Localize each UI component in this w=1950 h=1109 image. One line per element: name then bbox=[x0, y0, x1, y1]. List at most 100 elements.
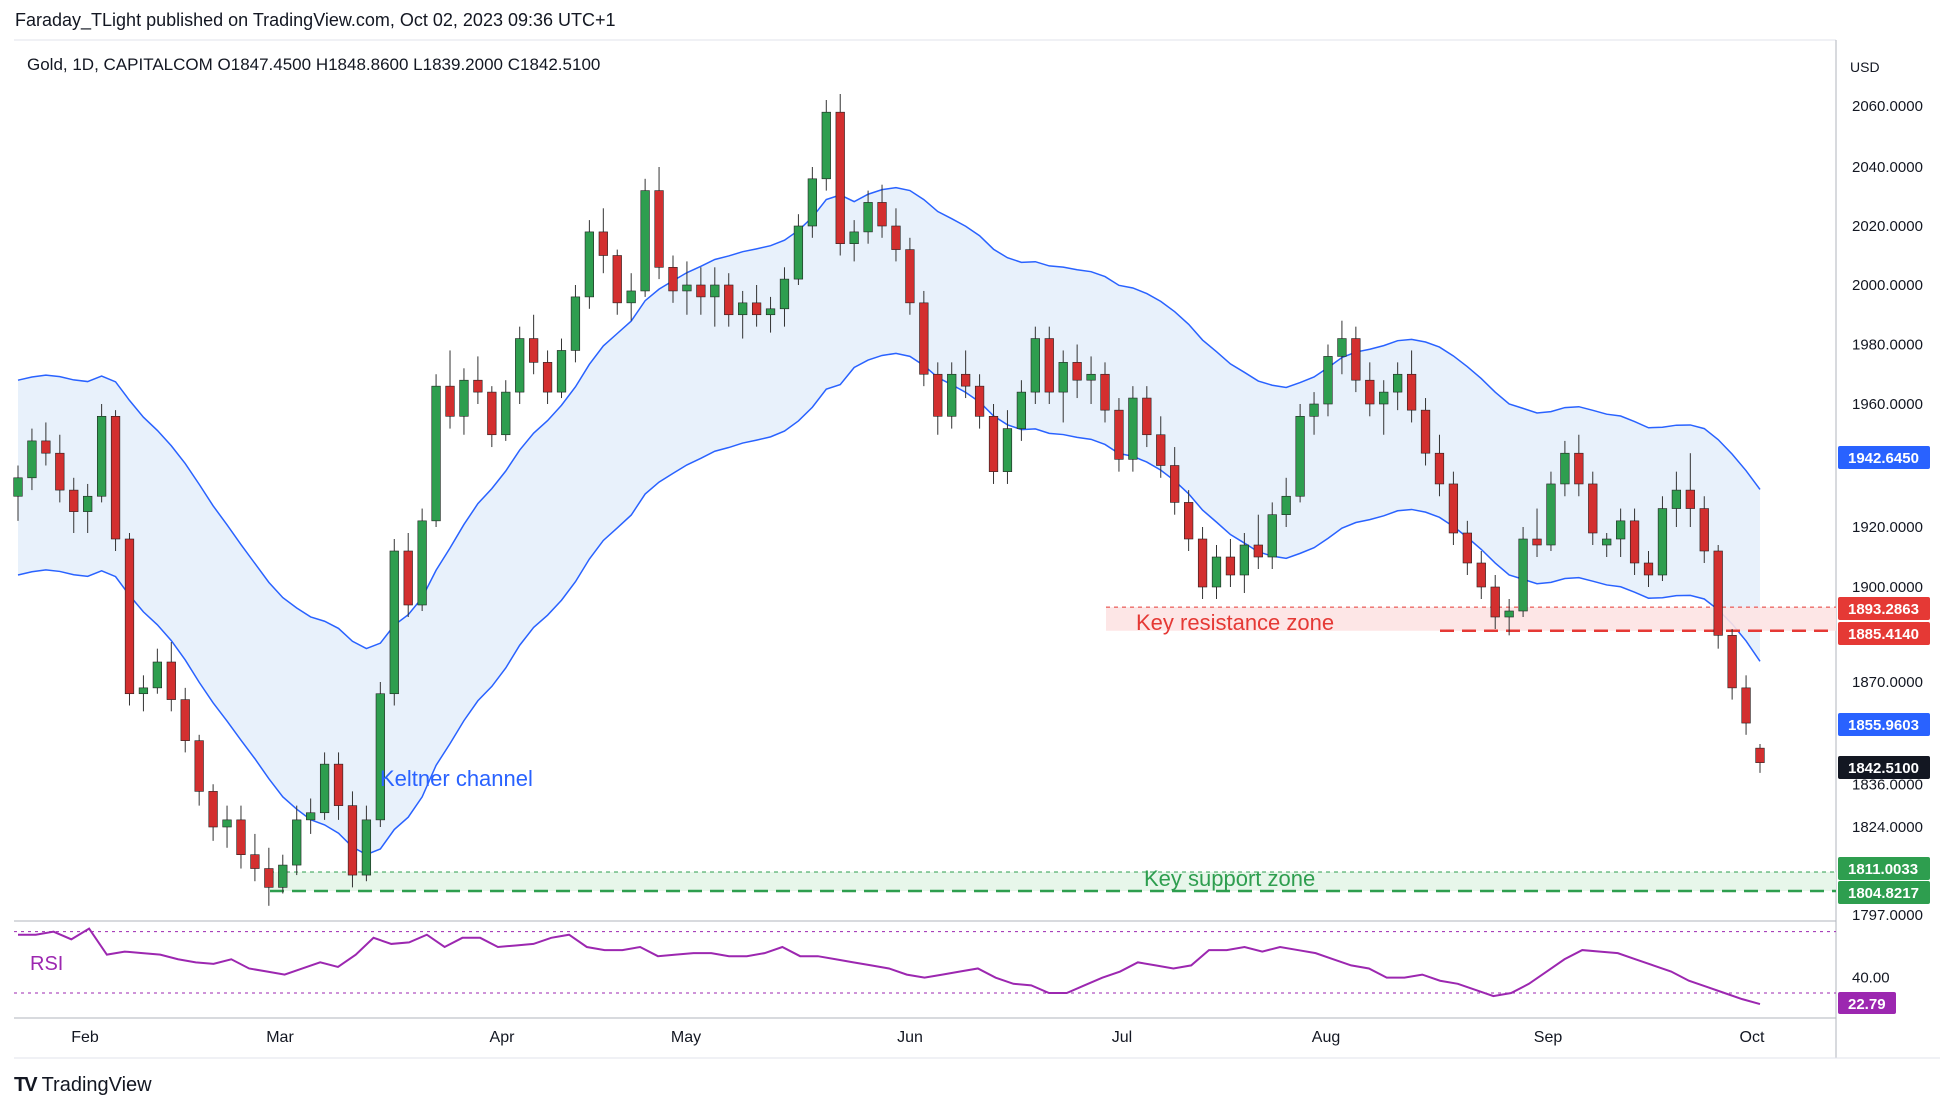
candle bbox=[1406, 350, 1417, 423]
candle bbox=[849, 220, 859, 262]
candle bbox=[236, 805, 246, 869]
candle bbox=[194, 734, 204, 806]
candle bbox=[1379, 380, 1389, 435]
candle bbox=[445, 350, 455, 429]
price-badge-bg bbox=[1838, 622, 1930, 645]
candle bbox=[1393, 362, 1403, 411]
candle-up-body bbox=[515, 338, 525, 393]
candle bbox=[138, 675, 149, 712]
candle-up-body bbox=[306, 812, 316, 821]
candle bbox=[208, 784, 218, 841]
candle bbox=[598, 208, 608, 274]
chart-frame bbox=[14, 39, 1940, 1059]
candle-down-body bbox=[264, 868, 274, 888]
candle-up-body bbox=[1671, 489, 1682, 509]
candle-down-body bbox=[1699, 508, 1709, 552]
candle bbox=[891, 208, 901, 262]
rsi-tick-label: 40.00 bbox=[1852, 970, 1890, 987]
price-badge-last-price: 1842.5100 bbox=[1838, 756, 1930, 779]
rsi-panel: 40.00 22.79 bbox=[14, 927, 1896, 1014]
candle-down-body bbox=[891, 225, 901, 250]
price-badge-text: 1811.0033 bbox=[1848, 861, 1918, 878]
candle-down-body bbox=[905, 249, 915, 304]
price-badge-bg bbox=[1838, 881, 1930, 904]
price-badge-support-top: 1811.0033 bbox=[1838, 857, 1930, 880]
candle bbox=[83, 483, 93, 533]
candle-up-body bbox=[1128, 397, 1138, 460]
candle-up-body bbox=[1239, 544, 1249, 576]
candle-up-body bbox=[1016, 391, 1027, 429]
candle bbox=[724, 273, 734, 327]
price-badge-resistance-top: 1893.2863 bbox=[1838, 597, 1930, 620]
candle-up-body bbox=[375, 693, 385, 821]
candle-down-body bbox=[487, 391, 497, 436]
candle-down-body bbox=[1643, 562, 1654, 576]
candle-up-body bbox=[556, 350, 567, 393]
candle-up-body bbox=[1546, 483, 1556, 546]
price-axis[interactable]: 2060.0000 2040.0000 2020.0000 2000.0000 1980… bbox=[1838, 98, 1930, 924]
candle-down-body bbox=[347, 805, 358, 876]
candle bbox=[947, 362, 957, 429]
candle-down-body bbox=[403, 550, 413, 606]
month-tick-label: Jun bbox=[897, 1029, 923, 1046]
candle bbox=[738, 290, 748, 339]
candle bbox=[166, 642, 176, 712]
candle bbox=[612, 249, 622, 315]
candle-up-body bbox=[1337, 338, 1347, 357]
month-tick-label: Mar bbox=[266, 1029, 294, 1046]
candle-up-body bbox=[278, 864, 288, 888]
candle bbox=[765, 296, 776, 333]
candle bbox=[654, 167, 664, 280]
candle bbox=[431, 374, 441, 527]
support-zone-box bbox=[270, 871, 1836, 891]
candle bbox=[1616, 508, 1626, 557]
candle-up-body bbox=[319, 763, 330, 814]
candle bbox=[1323, 344, 1333, 417]
candle-down-body bbox=[1588, 483, 1598, 534]
candle bbox=[1504, 599, 1514, 636]
candle-up-body bbox=[152, 661, 162, 689]
currency-label[interactable]: USD bbox=[1850, 59, 1880, 75]
month-tick-label: Feb bbox=[71, 1029, 99, 1046]
candle-up-body bbox=[1393, 373, 1403, 393]
candle-up-body bbox=[584, 231, 594, 298]
keltner-fill bbox=[18, 187, 1760, 855]
candle bbox=[333, 752, 344, 820]
candle bbox=[27, 428, 37, 491]
candle-down-body bbox=[1713, 550, 1723, 636]
tradingview-brand[interactable]: TV TradingView bbox=[14, 1074, 152, 1097]
candle-up-body bbox=[947, 373, 957, 417]
keltner-annotation: Keltner channel bbox=[380, 766, 533, 791]
candle bbox=[1546, 471, 1556, 551]
price-badge-text: 1804.8217 bbox=[1848, 885, 1919, 902]
candle bbox=[1197, 527, 1208, 599]
candle-up-body bbox=[821, 111, 831, 180]
candle-down-body bbox=[1044, 338, 1054, 393]
candle bbox=[1685, 453, 1695, 527]
support-annotation: Key support zone bbox=[1144, 866, 1315, 891]
candle bbox=[1002, 410, 1013, 484]
month-tick-label: Sep bbox=[1534, 1029, 1563, 1046]
candle bbox=[180, 687, 190, 753]
keltner-channel bbox=[17, 186, 1761, 856]
candle-down-body bbox=[333, 763, 344, 806]
candle bbox=[515, 326, 525, 404]
candle bbox=[403, 533, 413, 617]
candle-up-body bbox=[138, 687, 149, 695]
candle bbox=[1671, 471, 1682, 527]
candle bbox=[55, 434, 65, 503]
candle-up-body bbox=[1323, 356, 1333, 405]
candle-down-body bbox=[110, 415, 121, 540]
candle bbox=[877, 184, 887, 238]
candle bbox=[306, 798, 316, 834]
publish-attribution: Faraday_TLight published on TradingView.… bbox=[15, 10, 616, 30]
candle bbox=[1476, 551, 1486, 599]
candle-up-body bbox=[292, 819, 302, 866]
month-tick-label: Oct bbox=[1740, 1029, 1765, 1046]
price-tick-label: 1960.0000 bbox=[1852, 396, 1923, 413]
time-axis[interactable]: Feb Mar Apr May Jun Jul Aug Sep Oct bbox=[71, 1029, 1765, 1046]
candle bbox=[1170, 447, 1180, 515]
candle-up-body bbox=[793, 225, 804, 280]
candles[interactable] bbox=[13, 94, 1765, 906]
